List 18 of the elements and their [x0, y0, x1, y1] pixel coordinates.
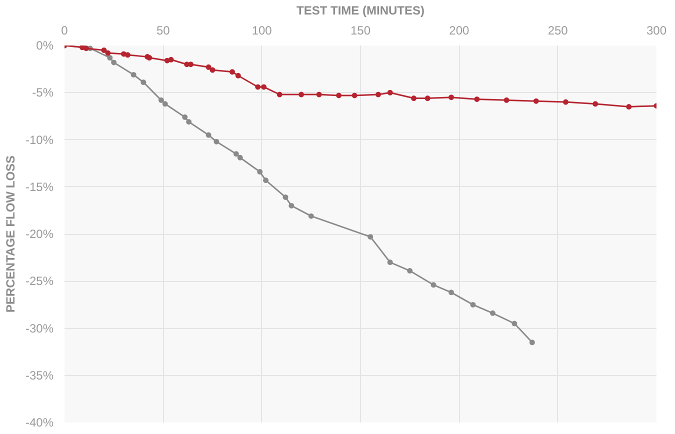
x-tick-label: 0 [61, 24, 68, 38]
y-tick-label: -10% [25, 132, 54, 147]
x-axis-title: TEST TIME (MINUTES) [296, 4, 425, 18]
y-tick-label: -25% [25, 274, 54, 288]
x-tick-label: 300 [646, 24, 667, 38]
x-tick-label: 150 [350, 24, 371, 38]
y-tick-label: -30% [25, 321, 54, 336]
y-tick-label: -15% [25, 180, 54, 194]
x-tick-label: 100 [252, 24, 272, 38]
y-axis-title: PERCENTAGE FLOW LOSS [3, 155, 18, 313]
y-tick-label: -20% [25, 227, 54, 241]
y-tick-label: -5% [32, 86, 54, 100]
x-tick-label: 200 [449, 24, 470, 38]
y-tick-label: 0% [36, 38, 54, 52]
y-tick-label: -40% [25, 416, 54, 430]
x-tick-label: 50 [156, 24, 170, 38]
y-tick-label: -35% [25, 368, 54, 382]
x-tick-label: 250 [548, 24, 568, 38]
